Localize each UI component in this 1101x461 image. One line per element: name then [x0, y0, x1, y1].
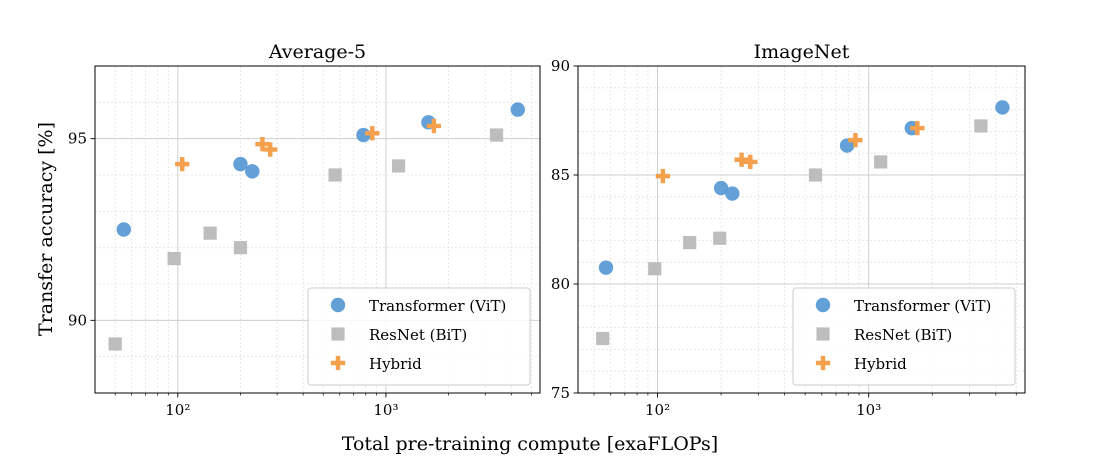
legend-label: ResNet (BiT)	[854, 326, 952, 344]
square-point	[167, 251, 181, 266]
legend-plus-marker	[330, 355, 346, 371]
x-axis-label: Total pre-training compute [exaFLOPs]	[342, 433, 718, 455]
plus-point	[426, 118, 442, 134]
square-point	[391, 159, 406, 173]
square-point	[233, 241, 248, 255]
plus-point	[734, 152, 749, 167]
circle-point	[713, 180, 729, 196]
circle-point	[245, 164, 260, 179]
legend-label: Hybrid	[854, 355, 907, 373]
imagenet-panel: 10² 10³ 75 80 85 90 ImageNet Transformer (ViT) R…	[551, 41, 1026, 419]
legend-circle-marker	[815, 297, 831, 313]
square-point	[808, 168, 823, 182]
circle-point	[510, 102, 525, 117]
legend-label: ResNet (BiT)	[369, 326, 467, 344]
circle-point	[598, 260, 614, 275]
circle-point	[233, 156, 248, 172]
square-point	[974, 119, 988, 133]
square-point	[713, 231, 727, 245]
y-tick-label: 95	[68, 130, 87, 148]
plus-point	[255, 136, 270, 152]
plus-point	[848, 132, 863, 148]
legend-square-marker	[331, 327, 345, 341]
legend-plus-marker	[815, 355, 831, 371]
x-tick-label: 10³	[373, 401, 398, 419]
y-tick-label: 90	[551, 57, 570, 75]
circle-point	[116, 222, 131, 237]
legend-box	[307, 287, 531, 386]
square-point	[648, 262, 662, 276]
square-point	[489, 128, 504, 142]
legend-circle-marker	[330, 297, 346, 313]
square-point	[203, 226, 217, 240]
y-tick-label: 90	[68, 311, 87, 329]
plus-point	[655, 168, 671, 184]
square-point	[328, 168, 342, 182]
plot-frame	[577, 65, 1026, 394]
legend-label: Transformer (ViT)	[854, 297, 991, 315]
square-point	[874, 155, 888, 169]
legend-box	[792, 287, 1016, 386]
legend-square-marker	[816, 327, 830, 341]
circle-point	[725, 186, 740, 201]
plus-point	[175, 156, 190, 172]
x-tick-label: 10²	[645, 401, 670, 419]
chart-title: ImageNet	[754, 41, 850, 63]
chart-title: Average-5	[268, 41, 366, 63]
legend-label: Hybrid	[369, 355, 422, 373]
legend-label: Transformer (ViT)	[369, 297, 506, 315]
plus-point	[365, 126, 380, 141]
y-tick-label: 85	[551, 166, 570, 184]
plus-point	[743, 154, 758, 170]
average-5-panel: 10² 10³ 90 95 Average-5 Transformer (ViT) ResN…	[68, 41, 541, 419]
square-point	[683, 235, 697, 250]
legend: Transformer (ViT) ResNet (BiT) Hybrid	[307, 287, 531, 386]
square-point	[596, 331, 610, 346]
plus-point	[263, 142, 278, 157]
y-axis-label: Transfer accuracy [%]	[35, 122, 57, 336]
circle-point	[995, 100, 1010, 115]
x-tick-label: 10³	[856, 401, 881, 419]
legend: Transformer (ViT) ResNet (BiT) Hybrid	[792, 287, 1016, 386]
square-point	[108, 337, 122, 351]
plot-frame	[94, 65, 541, 394]
plus-point	[910, 121, 925, 136]
x-tick-label: 10²	[165, 401, 190, 419]
y-tick-label: 75	[551, 384, 570, 402]
y-tick-label: 80	[551, 275, 570, 293]
